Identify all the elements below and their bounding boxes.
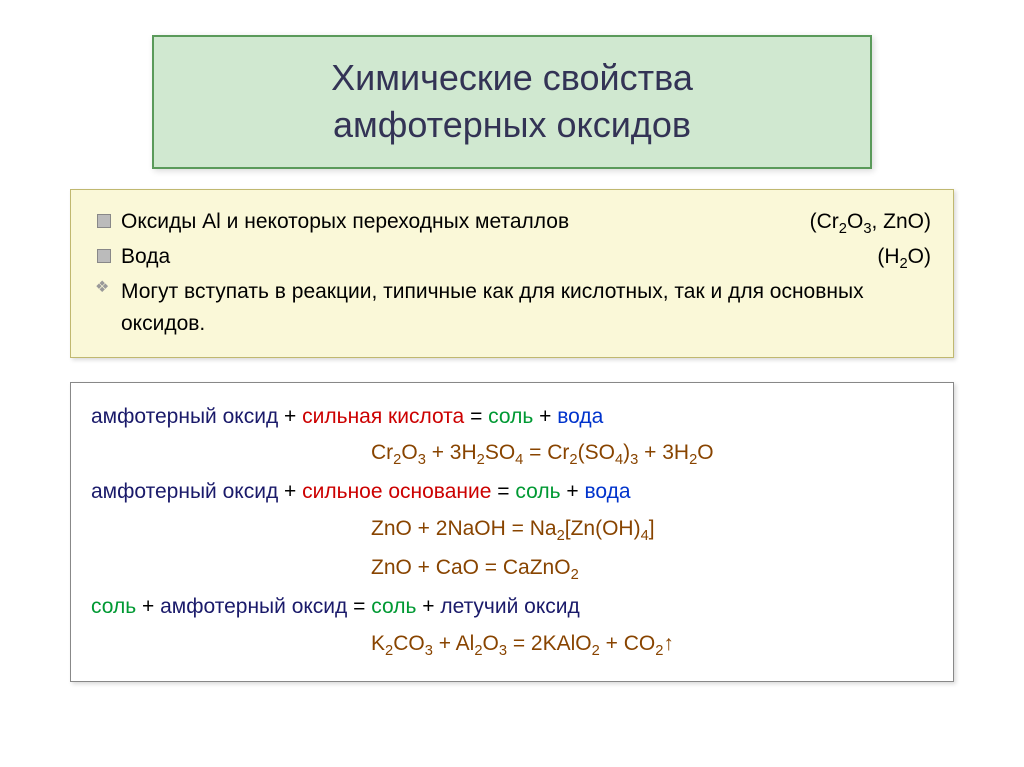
reaction-part: соль bbox=[371, 595, 416, 618]
reaction-part: амфотерный оксид bbox=[160, 595, 347, 618]
reaction-part: = bbox=[464, 405, 488, 428]
reaction-part: K2CO3 + Al2O3 = 2KAlO2 + CO2↑ bbox=[371, 632, 674, 655]
reaction-part: + bbox=[561, 480, 585, 503]
reaction-part: + bbox=[533, 405, 557, 428]
reaction-part: сильное основание bbox=[302, 480, 491, 503]
reaction-description: амфотерный оксид + сильное основание = с… bbox=[91, 474, 933, 511]
reaction-part: Cr2O3 + 3H2SO4 = Cr2(SO4)3 + 3H2O bbox=[371, 441, 714, 464]
title-line1: Химические свойства bbox=[184, 55, 840, 102]
info-box: Оксиды Al и некоторых переходных металло… bbox=[70, 189, 954, 358]
reaction-part: амфотерный оксид bbox=[91, 480, 278, 503]
info-item: Могут вступать в реакции, типичные как д… bbox=[93, 276, 931, 341]
reaction-part: = bbox=[491, 480, 515, 503]
info-item: Вода (H2O) bbox=[93, 241, 931, 276]
reaction-part: соль bbox=[515, 480, 560, 503]
reaction-part: соль bbox=[91, 595, 136, 618]
reaction-part: вода bbox=[557, 405, 603, 428]
info-text: Вода bbox=[121, 241, 170, 276]
reaction-equation: K2CO3 + Al2O3 = 2KAlO2 + CO2↑ bbox=[91, 626, 933, 665]
reaction-part: амфотерный оксид bbox=[91, 405, 278, 428]
reaction-part: + bbox=[136, 595, 160, 618]
reaction-part: + bbox=[416, 595, 440, 618]
reaction-part: ZnO + 2NaOH = Na2[Zn(OH)4] bbox=[371, 517, 655, 540]
reaction-part: сильная кислота bbox=[302, 405, 464, 428]
reaction-description: амфотерный оксид + сильная кислота = сол… bbox=[91, 399, 933, 436]
reaction-part: ZnO + CaO = CaZnO2 bbox=[371, 556, 579, 579]
info-right: (H2O) bbox=[877, 241, 931, 276]
reactions-box: амфотерный оксид + сильная кислота = сол… bbox=[70, 382, 954, 682]
info-item: Оксиды Al и некоторых переходных металло… bbox=[93, 206, 931, 241]
info-right: (Cr2O3, ZnO) bbox=[810, 206, 931, 241]
info-text: Оксиды Al и некоторых переходных металло… bbox=[121, 206, 569, 241]
reaction-part: = bbox=[347, 595, 371, 618]
reaction-equation: ZnO + 2NaOH = Na2[Zn(OH)4] bbox=[91, 511, 933, 550]
reaction-part: + bbox=[278, 405, 302, 428]
reaction-equation: Cr2O3 + 3H2SO4 = Cr2(SO4)3 + 3H2O bbox=[91, 435, 933, 474]
info-list: Оксиды Al и некоторых переходных металло… bbox=[93, 206, 931, 341]
reaction-equation: ZnO + CaO = CaZnO2 bbox=[91, 550, 933, 589]
reaction-part: соль bbox=[488, 405, 533, 428]
reaction-part: вода bbox=[584, 480, 630, 503]
reaction-part: летучий оксид bbox=[440, 595, 579, 618]
title-line2: амфотерных оксидов bbox=[184, 102, 840, 149]
reaction-part: + bbox=[278, 480, 302, 503]
info-text: Могут вступать в реакции, типичные как д… bbox=[121, 280, 864, 336]
reaction-description: соль + амфотерный оксид = соль + летучий… bbox=[91, 589, 933, 626]
title-box: Химические свойства амфотерных оксидов bbox=[152, 35, 872, 169]
